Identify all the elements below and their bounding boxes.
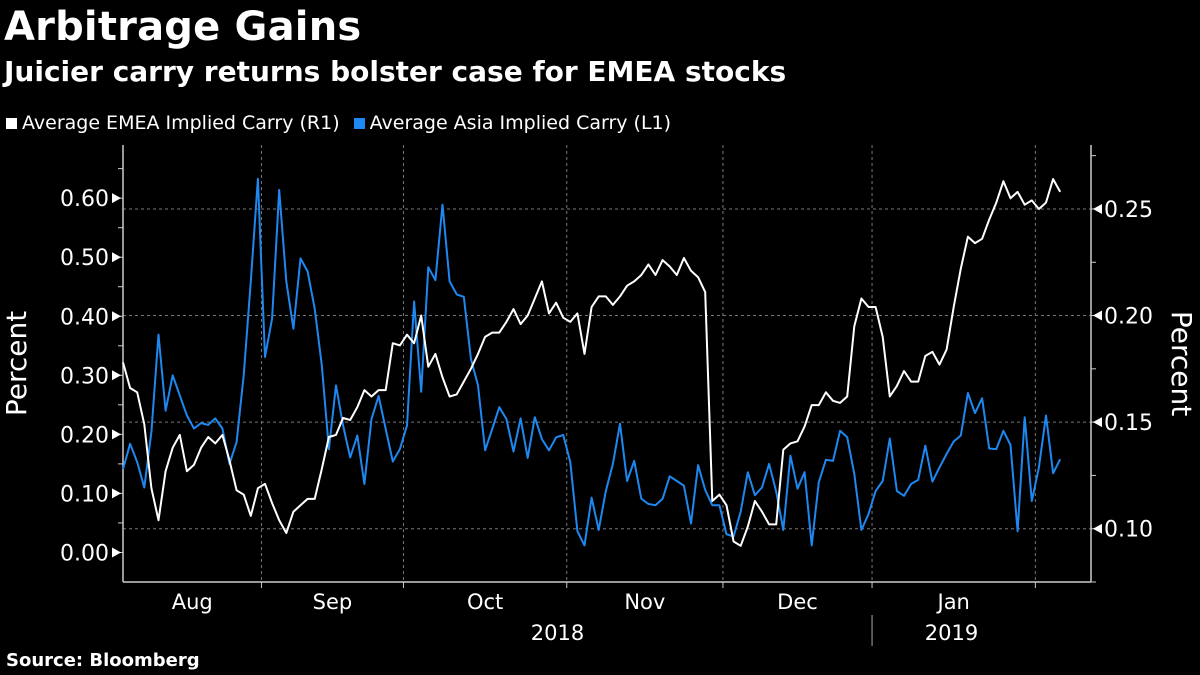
left-tick-label: 0.60 [60,187,109,212]
right-tick-label: 0.10 [1104,518,1153,543]
left-tick-marker-icon [112,311,121,322]
x-month-label: Aug [172,590,213,614]
legend-label-emea: Average EMEA Implied Carry (R1) [22,112,340,134]
legend: Average EMEA Implied Carry (R1) Average … [6,112,685,134]
chart-subtitle: Juicier carry returns bolster case for E… [4,55,787,88]
right-tick-label: 0.25 [1104,198,1153,223]
legend-item-emea: Average EMEA Implied Carry (R1) [6,112,340,134]
left-tick-label: 0.30 [60,364,109,389]
x-year-label: 2018 [531,621,584,645]
x-month-label: Jan [936,590,970,614]
x-month-label: Oct [467,590,503,614]
right-axis-title: Percent [1165,311,1198,416]
legend-swatch-asia [353,117,365,129]
x-month-label: Dec [777,590,818,614]
source-note: Source: Bloomberg [6,650,200,671]
left-tick-label: 0.00 [60,541,109,566]
right-tick-marker-icon [1093,417,1102,428]
x-month-label: Nov [624,590,665,614]
left-tick-marker-icon [112,252,121,263]
right-tick-label: 0.15 [1104,411,1153,436]
right-tick-marker-icon [1093,310,1102,321]
left-tick-label: 0.20 [60,423,109,448]
series-line-asia [122,177,1062,547]
series-line-emea [122,178,1062,547]
legend-label-asia: Average Asia Implied Carry (L1) [369,112,672,134]
x-month-label: Sep [313,590,353,614]
left-tick-marker-icon [112,193,121,204]
right-tick-marker-icon [1093,203,1102,214]
left-axis-title: Percent [0,311,33,416]
chart-title: Arbitrage Gains [4,4,362,50]
right-tick-marker-icon [1093,523,1102,534]
left-tick-marker-icon [112,370,121,381]
left-tick-marker-icon [112,488,121,499]
left-tick-label: 0.10 [60,482,109,507]
left-tick-marker-icon [112,547,121,558]
right-tick-label: 0.20 [1104,305,1153,330]
left-tick-label: 0.40 [60,305,109,330]
left-tick-label: 0.50 [60,246,109,271]
legend-swatch-emea [6,117,17,129]
left-tick-marker-icon [112,429,121,440]
legend-item-asia: Average Asia Implied Carry (L1) [353,112,672,134]
x-year-label: 2019 [925,621,978,645]
